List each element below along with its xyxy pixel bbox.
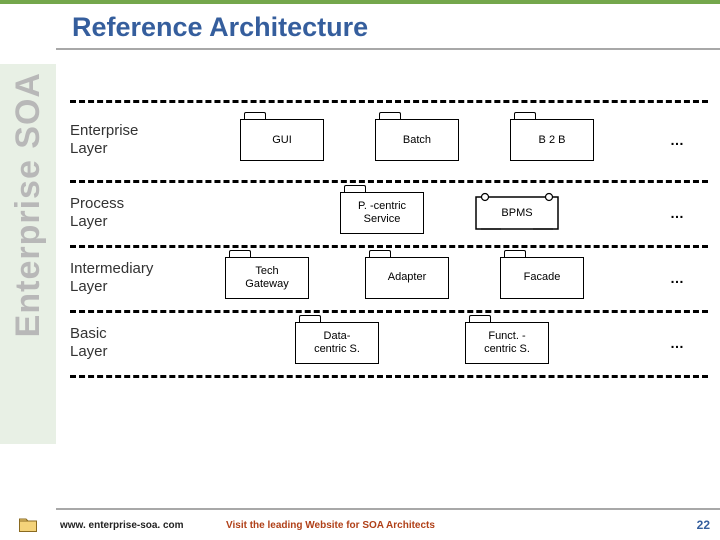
- folder-label: Batch: [375, 119, 459, 161]
- folder-node: Adapter: [365, 257, 449, 299]
- ellipsis: …: [670, 270, 684, 286]
- layer-label: BasicLayer: [70, 325, 190, 361]
- layer-label: IntermediaryLayer: [70, 260, 190, 296]
- layer-row: EnterpriseLayer GUI Batch B 2 B …: [70, 100, 708, 180]
- folder-node: GUI: [240, 119, 324, 161]
- footer-url: www. enterprise-soa. com: [56, 520, 226, 531]
- title-rule: [56, 48, 720, 50]
- folder-node: P. -centricService: [340, 192, 424, 234]
- folder-node: Batch: [375, 119, 459, 161]
- folder-icon: [0, 518, 56, 532]
- folder-label: GUI: [240, 119, 324, 161]
- layer-label: EnterpriseLayer: [70, 122, 190, 158]
- folder-node: B 2 B: [510, 119, 594, 161]
- ellipsis: …: [670, 335, 684, 351]
- ellipsis: …: [670, 205, 684, 221]
- layer-label: ProcessLayer: [70, 195, 190, 231]
- ellipsis: …: [670, 132, 684, 148]
- layer-row: IntermediaryLayer TechGateway Adapter Facad…: [70, 245, 708, 310]
- layer-row: BasicLayer Data-centric S. Funct. -centric…: [70, 310, 708, 375]
- diagram-area: EnterpriseLayerGUIBatchB 2 B…ProcessLaye…: [70, 64, 708, 490]
- bpms-node: BPMS: [475, 191, 559, 235]
- folder-label: TechGateway: [225, 257, 309, 299]
- footer: www. enterprise-soa. com Visit the leadi…: [0, 510, 720, 540]
- page-number: 22: [697, 518, 710, 532]
- slide: Enterprise SOA Reference Architecture En…: [0, 0, 720, 540]
- folder-label: Funct. -centric S.: [465, 322, 549, 364]
- divider: [70, 375, 708, 378]
- sidebar-title: Enterprise SOA: [9, 64, 48, 345]
- folder-label: B 2 B: [510, 119, 594, 161]
- folder-label: Facade: [500, 257, 584, 299]
- folder-label: P. -centricService: [340, 192, 424, 234]
- folder-node: Data-centric S.: [295, 322, 379, 364]
- folder-node: TechGateway: [225, 257, 309, 299]
- folder-label: Data-centric S.: [295, 322, 379, 364]
- layer-row: ProcessLayer P. -centricService BPMS …: [70, 180, 708, 245]
- sidebar-band: Enterprise SOA: [0, 64, 56, 444]
- folder-node: Facade: [500, 257, 584, 299]
- folder-label: Adapter: [365, 257, 449, 299]
- page-title: Reference Architecture: [72, 12, 368, 43]
- footer-tagline: Visit the leading Website for SOA Archit…: [226, 520, 435, 531]
- bpms-label: BPMS: [475, 191, 559, 235]
- folder-node: Funct. -centric S.: [465, 322, 549, 364]
